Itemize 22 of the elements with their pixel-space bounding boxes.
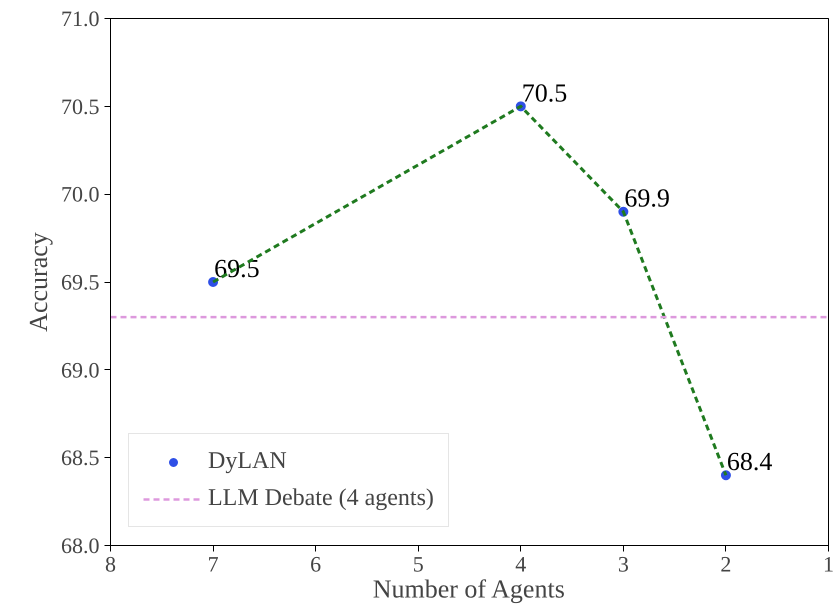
- x-tick-label: 8: [105, 552, 116, 576]
- data-label: 70.5: [522, 78, 568, 108]
- x-tick-label: 3: [618, 552, 629, 576]
- x-tick-label: 6: [310, 552, 322, 576]
- x-tick-label: 7: [208, 552, 219, 576]
- x-tick-label: 5: [412, 552, 424, 576]
- y-tick-label: 70.0: [61, 182, 100, 207]
- x-tick-label: 1: [823, 552, 834, 576]
- legend-label: DyLAN: [208, 448, 287, 475]
- y-tick-label: 68.0: [61, 533, 100, 558]
- x-tick-label: 4: [515, 552, 526, 576]
- y-axis-title: Accuracy: [24, 232, 53, 332]
- y-tick-label: 69.0: [61, 357, 100, 382]
- data-label: 69.9: [624, 184, 670, 213]
- x-tick-label: 2: [720, 552, 732, 576]
- y-tick-label: 69.5: [61, 270, 100, 294]
- y-tick-label: 68.5: [61, 445, 100, 470]
- x-axis-title: Number of Agents: [372, 574, 565, 604]
- data-label: 68.4: [726, 447, 772, 476]
- y-tick-label: 71.0: [61, 6, 100, 31]
- y-tick-label: 70.5: [61, 94, 100, 119]
- legend-label: LLM Debate (4 agents): [208, 485, 434, 512]
